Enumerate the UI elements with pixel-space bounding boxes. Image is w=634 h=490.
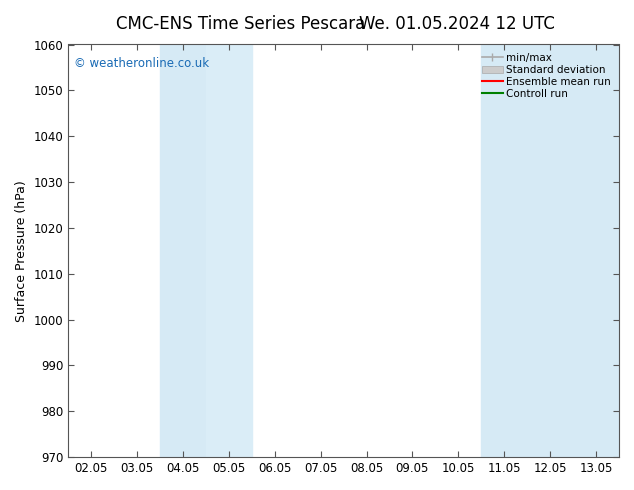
Legend: min/max, Standard deviation, Ensemble mean run, Controll run: min/max, Standard deviation, Ensemble me…: [479, 49, 614, 102]
Text: We. 01.05.2024 12 UTC: We. 01.05.2024 12 UTC: [359, 15, 554, 33]
Bar: [481, 45, 619, 457]
Bar: [160, 45, 206, 457]
Text: © weatheronline.co.uk: © weatheronline.co.uk: [74, 57, 209, 70]
Bar: [206, 45, 252, 457]
Text: CMC-ENS Time Series Pescara: CMC-ENS Time Series Pescara: [116, 15, 366, 33]
Y-axis label: Surface Pressure (hPa): Surface Pressure (hPa): [15, 180, 28, 322]
